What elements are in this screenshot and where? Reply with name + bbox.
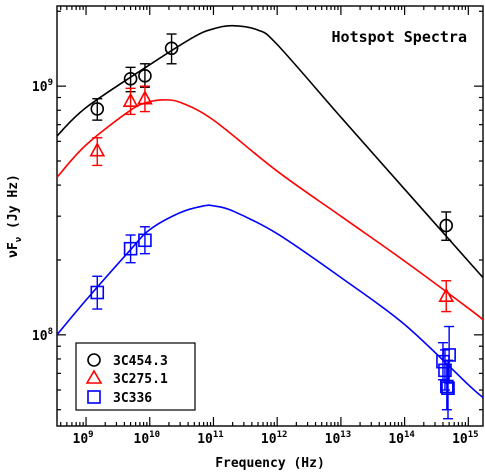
marker-triangle [122, 92, 139, 107]
data-point-circle [90, 98, 105, 121]
data-point-triangle [137, 85, 153, 113]
legend-marker-triangle [85, 369, 103, 384]
x-tick-label: 1013 [325, 430, 352, 447]
marker-square [123, 241, 138, 256]
y-axis-title-main: νF [6, 242, 21, 258]
model-curves [57, 24, 483, 399]
legend-label-3c336: 3C336 [113, 391, 152, 406]
legend: 3C454.3 3C275.1 3C336 [75, 342, 196, 411]
legend-entry-3c454-3: 3C454.3 [87, 353, 168, 369]
model-curve-circle [57, 24, 483, 279]
data-point-circle [164, 33, 179, 65]
legend-entry-3c275-1: 3C275.1 [85, 369, 168, 387]
x-tick-labels: 109 1010 1011 1012 1013 1014 1015 [73, 430, 479, 447]
y-axis-title: νFν (Jy Hz) [6, 174, 24, 258]
x-tick-label: 1012 [261, 430, 288, 447]
data-point-square [138, 226, 152, 255]
chart-title: Hotspot Spectra [332, 28, 467, 46]
y-tick-labels: 108 109 [32, 78, 53, 344]
x-tick-label: 1014 [388, 430, 415, 447]
marker-square [90, 285, 105, 300]
model-curve-triangle [57, 99, 483, 321]
marker-triangle [438, 287, 455, 303]
y-tick-label: 109 [32, 78, 53, 95]
data-point-triangle [438, 280, 455, 313]
marker-square [138, 233, 152, 248]
data-point-square [440, 363, 454, 411]
marker-square [441, 381, 455, 396]
marker-triangle [137, 90, 153, 105]
x-tick-label: 109 [73, 430, 94, 447]
x-tick-label: 1011 [197, 430, 224, 447]
marker-triangle [89, 142, 106, 157]
y-axis-title-unit: (Jy Hz) [6, 174, 21, 237]
axis-ticks [57, 6, 483, 426]
marker-circle [123, 72, 138, 86]
marker-circle [164, 41, 179, 56]
y-axis-title-sub: ν [14, 236, 24, 242]
data-point-circle [439, 211, 454, 241]
marker-square [440, 379, 454, 394]
legend-marker-square [87, 390, 101, 404]
legend-label-3c454-3: 3C454.3 [113, 354, 168, 369]
x-tick-label: 1015 [452, 430, 479, 447]
legend-label-3c275-1: 3C275.1 [113, 372, 168, 387]
x-tick-label: 1010 [134, 430, 161, 447]
y-tick-label: 108 [32, 327, 53, 344]
data-point-circle [138, 63, 152, 88]
data-point-square [441, 359, 455, 420]
data-point-triangle [89, 137, 106, 167]
x-axis-title: Frequency (Hz) [215, 456, 325, 471]
legend-marker-circle [87, 353, 101, 367]
data-point-triangle [122, 87, 139, 116]
data-point-square [123, 234, 138, 264]
data-point-square [90, 275, 105, 310]
legend-entry-3c336: 3C336 [87, 390, 152, 406]
marker-circle [439, 218, 454, 233]
data-point-square [442, 325, 456, 384]
marker-circle [138, 69, 152, 83]
marker-circle [90, 102, 105, 116]
data-points [89, 33, 456, 420]
